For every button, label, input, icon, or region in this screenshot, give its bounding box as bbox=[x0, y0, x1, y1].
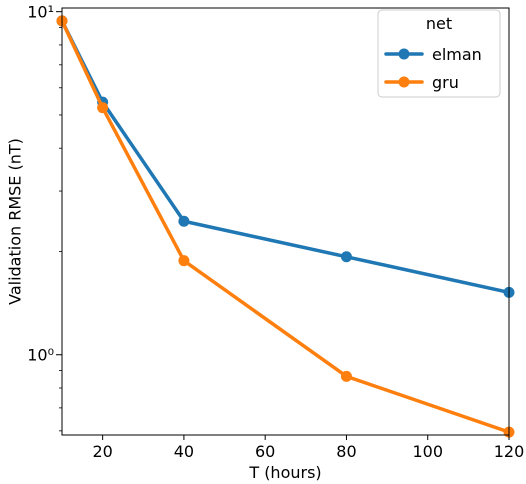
x-tick-label: 120 bbox=[494, 442, 525, 461]
legend-box bbox=[377, 9, 501, 98]
x-tick-label: 100 bbox=[412, 442, 443, 461]
x-tick-label: 80 bbox=[336, 442, 356, 461]
x-tick-label: 20 bbox=[92, 442, 112, 461]
data-point-elman bbox=[178, 215, 190, 227]
legend-marker-elman bbox=[398, 48, 410, 60]
y-tick-label: 10¹ bbox=[27, 3, 54, 22]
x-axis-label: T (hours) bbox=[248, 463, 321, 482]
data-point-gru bbox=[97, 102, 109, 114]
data-point-gru bbox=[178, 255, 190, 267]
x-axis-ticks: 20 40 60 80 100 120 bbox=[92, 435, 524, 461]
legend-marker-gru bbox=[398, 76, 410, 88]
data-point-gru bbox=[340, 370, 352, 382]
legend-title: net bbox=[426, 14, 452, 33]
y-axis-label: Validation RMSE (nT) bbox=[6, 138, 25, 305]
legend-label-gru: gru bbox=[432, 73, 459, 92]
series-layer bbox=[56, 15, 515, 438]
x-tick-label: 60 bbox=[255, 442, 275, 461]
legend-label-elman: elman bbox=[432, 45, 482, 64]
legend-entries: elman gru bbox=[384, 45, 482, 92]
legend: net elman gru bbox=[377, 9, 501, 98]
x-tick-label: 40 bbox=[174, 442, 194, 461]
plot-frame bbox=[61, 7, 510, 436]
data-point-elman bbox=[340, 251, 352, 263]
y-tick-label: 10⁰ bbox=[27, 346, 54, 365]
y-axis-ticks: 10⁰ 10¹ bbox=[27, 3, 62, 432]
